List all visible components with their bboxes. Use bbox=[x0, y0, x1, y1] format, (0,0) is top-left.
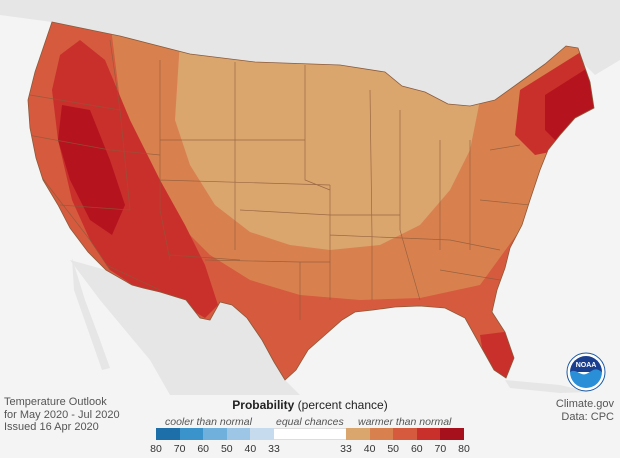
canada-landmass bbox=[0, 0, 620, 106]
legend-warm-swatch-2 bbox=[393, 428, 417, 440]
legend-warm-tick: 70 bbox=[434, 443, 447, 455]
state-borders bbox=[28, 39, 531, 320]
cuba-island bbox=[505, 380, 590, 393]
legend-cool-swatch-2 bbox=[203, 428, 227, 440]
title-line-1: Temperature Outlook bbox=[4, 396, 107, 408]
legend-equal-label: equal chances bbox=[276, 416, 344, 428]
baja-peninsula bbox=[72, 258, 110, 370]
legend-warm-tick: 33 bbox=[340, 443, 352, 455]
noaa-logo-text: NOAA bbox=[576, 362, 597, 369]
zone-40-warm bbox=[175, 40, 480, 250]
legend-warm-tick: 40 bbox=[363, 443, 376, 455]
legend-warm-tick: 60 bbox=[410, 443, 423, 455]
legend-warm-swatch-0 bbox=[346, 428, 370, 440]
legend-equal-box bbox=[274, 428, 346, 440]
legend-warmer-label: warmer than normal bbox=[358, 416, 452, 428]
legend-warm-swatch-4 bbox=[440, 428, 464, 440]
legend-warm-swatch-3 bbox=[416, 428, 441, 440]
legend-cool-bar bbox=[156, 428, 274, 440]
us-outline bbox=[27, 21, 595, 381]
legend-cool-tick: 80 bbox=[150, 443, 162, 455]
legend-title-rest: (percent chance) bbox=[294, 398, 388, 412]
source-line-2: Data: CPC bbox=[561, 410, 614, 423]
outlook-title: Temperature Outlook for May 2020 - Jul 2… bbox=[4, 396, 120, 434]
legend-cooler-label: cooler than normal bbox=[165, 416, 252, 428]
legend-cool-tick: 70 bbox=[173, 443, 186, 455]
source-credit: Climate.gov Data: CPC bbox=[556, 398, 614, 423]
zone-70-west bbox=[58, 105, 125, 235]
legend-title-bold: Probability bbox=[232, 398, 295, 412]
source-line-1: Climate.gov bbox=[555, 398, 614, 410]
temperature-outlook-map bbox=[0, 0, 620, 395]
legend-warm-swatch-1 bbox=[369, 428, 394, 440]
legend-cool-tick: 33 bbox=[268, 443, 280, 455]
legend-warm-bar bbox=[346, 428, 464, 440]
legend-cool-swatch-0 bbox=[156, 428, 180, 440]
legend-cool-tick: 50 bbox=[220, 443, 233, 455]
title-line-3: Issued 16 Apr 2020 bbox=[4, 421, 99, 433]
legend-cool-swatch-3 bbox=[226, 428, 251, 440]
zone-60-west bbox=[52, 40, 218, 318]
title-line-2: for May 2020 - Jul 2020 bbox=[4, 408, 120, 421]
legend-warm-tick: 50 bbox=[387, 443, 400, 455]
noaa-logo-icon: NOAA bbox=[566, 352, 606, 392]
legend-title: Probability (percent chance) bbox=[160, 398, 460, 412]
legend-cool-swatch-4 bbox=[250, 428, 274, 440]
legend-cool-tick: 40 bbox=[244, 443, 257, 455]
legend-warm-tick: 80 bbox=[458, 443, 470, 455]
legend-cool-tick: 60 bbox=[197, 443, 210, 455]
mexico-landmass bbox=[70, 260, 300, 395]
legend-cool-swatch-1 bbox=[179, 428, 204, 440]
